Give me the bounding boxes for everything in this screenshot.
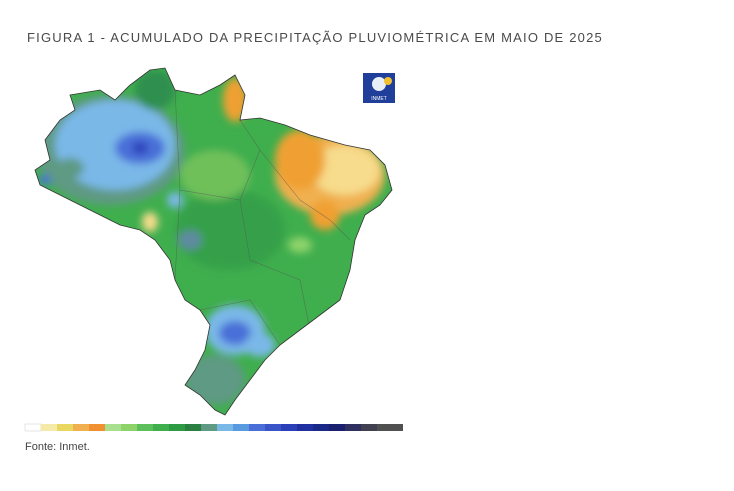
figure-title: FIGURA 1 - ACUMULADO DA PRECIPITAÇÃO PLU… (27, 30, 603, 45)
source-note: Fonte: Inmet. (25, 441, 90, 453)
logo: INMET (363, 73, 395, 103)
country-outline (34, 67, 393, 416)
logo-label: INMET (371, 96, 387, 102)
color-scale (24, 423, 403, 432)
precipitation-field (35, 68, 392, 415)
